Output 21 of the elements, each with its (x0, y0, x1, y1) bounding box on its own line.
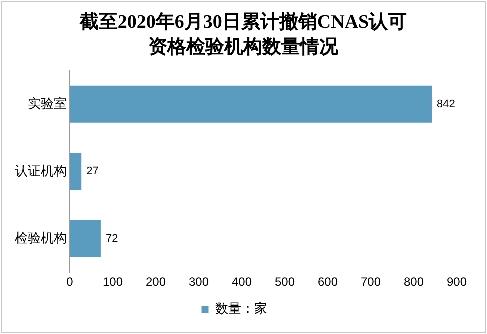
x-tick-label: 100 (102, 275, 124, 290)
x-tick-label: 300 (188, 275, 210, 290)
bar (70, 86, 432, 123)
x-tick-label: 800 (404, 275, 424, 290)
x-tick-label: 700 (360, 275, 382, 290)
y-tick-label: 实验室 (28, 96, 67, 112)
x-tick-label: 0 (66, 275, 74, 290)
y-tick-label: 检验机构 (15, 230, 67, 246)
chart-title: 截至2020年6月30日累计撤销CNAS认可资格检验机构数量情况 (78, 11, 408, 60)
legend-label: 数量：家 (215, 301, 268, 316)
bar (70, 220, 101, 258)
bar (70, 153, 82, 190)
x-tick-label: 200 (146, 275, 166, 290)
data-label: 27 (86, 166, 99, 178)
x-tick-label: 600 (318, 275, 338, 290)
data-label: 72 (106, 233, 118, 245)
x-tick-label: 900 (446, 275, 468, 290)
y-tick-label: 认证机构 (15, 163, 67, 178)
x-tick-label: 500 (274, 275, 296, 290)
data-label: 842 (437, 98, 456, 110)
x-tick-label: 400 (232, 275, 252, 290)
